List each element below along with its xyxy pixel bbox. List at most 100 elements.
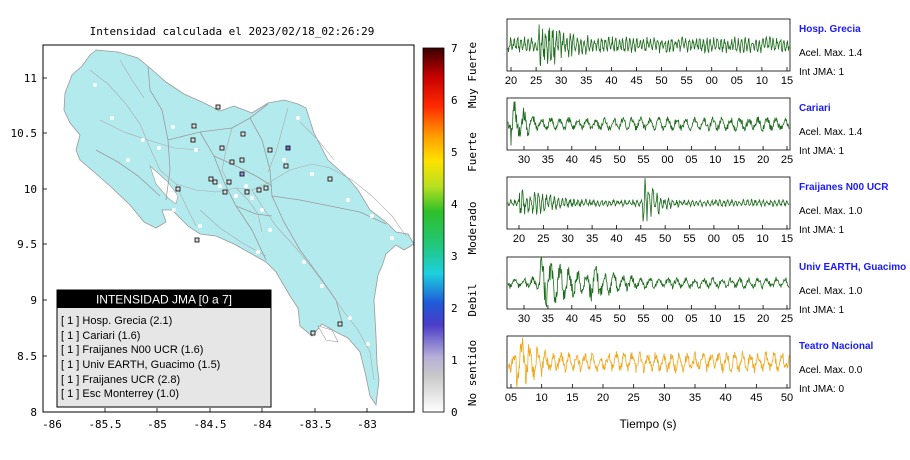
station-markers: [175, 104, 343, 336]
waveform-x-axis-label: Tiempo (s): [620, 417, 677, 431]
colorbar-tick-label: 2: [451, 302, 458, 315]
waveform-tick-label: 50: [614, 154, 626, 166]
y-tick-label: 9: [30, 294, 37, 307]
waveform-tick-label: 55: [681, 75, 693, 87]
legend-item: [ 1 ] Cariari (1.6): [61, 330, 140, 342]
legend-item: [ 1 ] Esc Monterrey (1.0): [61, 388, 179, 400]
station-name: Hosp. Grecia: [799, 24, 861, 35]
waveform-tick-label: 25: [628, 392, 640, 404]
waveform-tick-label: 25: [781, 313, 793, 325]
waveform-tick-label: 45: [590, 154, 602, 166]
x-tick-label: -85: [147, 418, 167, 431]
waveform-panel: 05 10 15 20 25 30 35 40 45 50 Teatro Nacional Acel.…: [505, 335, 873, 404]
x-tick-label: -84.5: [193, 418, 226, 431]
colorbar-level-label: Fuerte: [466, 132, 479, 172]
x-tick-label: -86: [42, 418, 62, 431]
colorbar-gradient: [422, 47, 445, 413]
y-tick-label: 8: [30, 406, 37, 419]
map-frame: [42, 44, 415, 413]
waveform-tick-label: 45: [630, 75, 642, 87]
waveform-tick-label: 40: [605, 75, 617, 87]
legend-item: [ 1 ] Univ EARTH, Guacimo (1.5): [61, 359, 220, 371]
waveform-tick-label: 40: [610, 233, 622, 245]
colorbar-tick-label: 0: [451, 406, 458, 419]
colorbar-level-label: Debil: [466, 283, 479, 316]
station-name: Fraijanes N00 UCR: [799, 182, 889, 193]
jma-intensity: Int JMA: 1: [799, 225, 844, 236]
colorbar-tick-label: 6: [451, 94, 458, 107]
map-legend: INTENSIDAD JMA [0 a 7] [ 1 ] Hosp. Greci…: [56, 289, 272, 408]
legend-header: [57, 290, 271, 308]
map-title: Intensidad calculada el 2023/02/18_02:26…: [90, 25, 375, 38]
waveform-tick-label: 00: [706, 75, 718, 87]
map-panel: 11 10.5 10 9.5 9 8.5 8 -86 -85.5 -85 -84…: [11, 44, 415, 431]
waveform-panel: 30 35 40 45 50 55 00 05 10 15 20 25 Univ EARTH, Guac…: [506, 256, 906, 325]
y-tick-label: 10: [24, 183, 37, 196]
waveform-frame: [506, 335, 791, 389]
waveform-tick-label: 00: [661, 154, 673, 166]
waveform-tick-label: 35: [689, 392, 701, 404]
waveform-tick-label: 20: [505, 75, 517, 87]
jma-intensity: Int JMA: 0: [799, 384, 844, 395]
waveform-panel: 30 35 40 45 50 55 00 05 10 15 20 25 Cariari Acel. Max…: [506, 97, 863, 166]
legend-title: INTENSIDAD JMA [0 a 7]: [96, 293, 232, 307]
costa-rica-landmass: [63, 49, 414, 407]
waveform-tick-label: 45: [635, 233, 647, 245]
waveform-trace: [507, 177, 790, 222]
waveform-tick-label: 45: [750, 392, 762, 404]
legend-item: [ 1 ] Hosp. Grecia (2.1): [61, 315, 172, 327]
waveform-frame: [506, 176, 791, 230]
colorbar-level-labels: No sentido Debil Moderado Fuerte Muy Fue…: [466, 42, 479, 406]
waveform-tick-label: 00: [661, 313, 673, 325]
colorbar-ticks: 7 6 5 4 3 2 1 0: [451, 42, 458, 419]
x-tick-label: -83.5: [298, 418, 331, 431]
waveform-tick-label: 30: [518, 154, 530, 166]
max-acceleration: Acel. Max. 1.4: [799, 127, 863, 138]
waveform-tick-label: 05: [685, 154, 697, 166]
waveform-tick-label: 40: [566, 154, 578, 166]
waveform-tick-label: 20: [513, 233, 525, 245]
legend-box: [56, 289, 272, 408]
waveform-tick-label: 05: [731, 75, 743, 87]
waveform-tick-label: 50: [659, 233, 671, 245]
y-tick-label: 8.5: [17, 350, 37, 363]
waveform-tick-label: 55: [683, 233, 695, 245]
waveform-tick-label: 25: [530, 75, 542, 87]
max-acceleration: Acel. Max. 1.4: [799, 48, 863, 59]
waveform-tick-label: 10: [709, 154, 721, 166]
colorbar-level-label: No sentido: [466, 340, 479, 406]
colorbar-tick-label: 1: [451, 354, 458, 367]
waveform-tick-label: 35: [580, 75, 592, 87]
waveform-tick-label: 10: [536, 392, 548, 404]
waveform-tick-label: 30: [562, 233, 574, 245]
province-borders: [95, 65, 387, 323]
y-tick-label: 10.5: [11, 127, 38, 140]
intensity-colorbar: 7 6 5 4 3 2 1 0 No sentido Debil Moderad…: [422, 42, 479, 419]
waveform-trace: [507, 101, 790, 146]
waveform-tick-label: 40: [566, 313, 578, 325]
osa-gulf: [317, 325, 339, 343]
map-tick-marks: [43, 77, 368, 412]
colorbar-tick-label: 4: [451, 198, 458, 211]
waveform-tick-label: 30: [658, 392, 670, 404]
colorbar-level-label: Moderado: [466, 202, 479, 255]
x-tick-label: -84: [252, 418, 272, 431]
jma-intensity: Int JMA: 1: [799, 67, 844, 78]
waveform-tick-label: 20: [597, 392, 609, 404]
waveform-tick-label: 50: [655, 75, 667, 87]
jma-intensity: Int JMA: 1: [799, 305, 844, 316]
colorbar-tick-label: 7: [451, 42, 458, 55]
legend-item: [ 1 ] Fraijanes N00 UCR (1.6): [61, 344, 203, 356]
y-tick-label: 11: [24, 72, 37, 85]
map-y-ticks: 11 10.5 10 9.5 9 8.5 8: [11, 72, 38, 419]
max-acceleration: Acel. Max. 0.0: [799, 365, 863, 376]
y-tick-label: 9.5: [17, 238, 37, 251]
waveform-tick-label: 55: [637, 313, 649, 325]
city-dots: [93, 83, 394, 346]
jma-intensity: Int JMA: 1: [799, 146, 844, 157]
waveform-trace: [508, 337, 790, 388]
waveform-tick-label: 30: [518, 313, 530, 325]
waveform-panel: 20 25 30 35 40 45 50 55 00 05 10 15 Fraijanes N00 UC…: [506, 176, 889, 245]
waveform-tick-label: 50: [781, 392, 793, 404]
waveform-tick-label: 05: [505, 392, 517, 404]
